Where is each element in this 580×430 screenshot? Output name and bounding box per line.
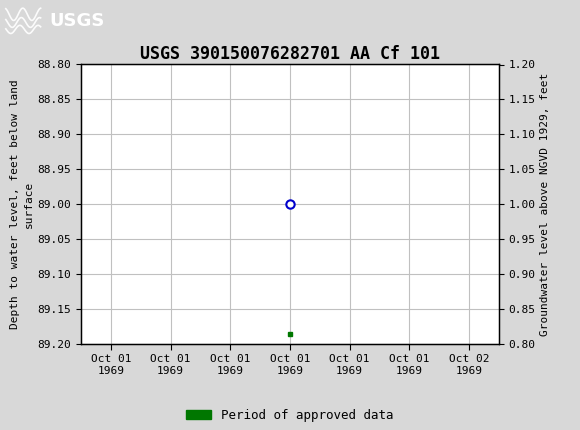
Legend: Period of approved data: Period of approved data	[182, 404, 399, 427]
Text: USGS 390150076282701 AA Cf 101: USGS 390150076282701 AA Cf 101	[140, 45, 440, 63]
Y-axis label: Groundwater level above NGVD 1929, feet: Groundwater level above NGVD 1929, feet	[539, 73, 550, 336]
Text: USGS: USGS	[49, 12, 104, 30]
Y-axis label: Depth to water level, feet below land
surface: Depth to water level, feet below land su…	[10, 80, 34, 329]
